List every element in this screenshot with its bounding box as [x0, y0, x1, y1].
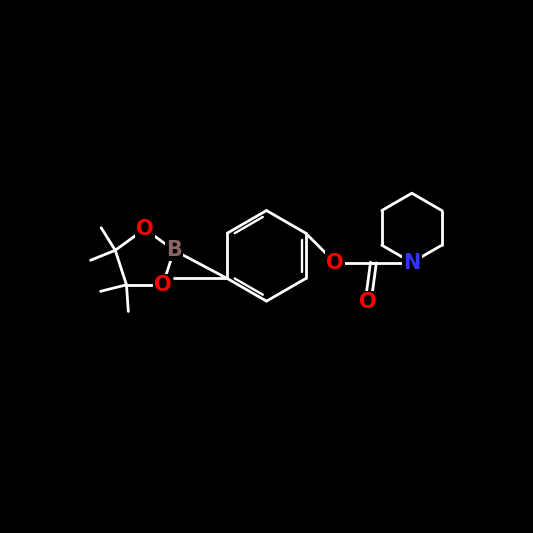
Text: N: N	[403, 253, 421, 272]
Text: B: B	[166, 240, 182, 260]
Text: O: O	[154, 275, 172, 295]
Text: O: O	[136, 219, 154, 239]
Text: N: N	[403, 253, 421, 272]
Text: O: O	[359, 293, 377, 312]
Text: O: O	[326, 253, 344, 272]
